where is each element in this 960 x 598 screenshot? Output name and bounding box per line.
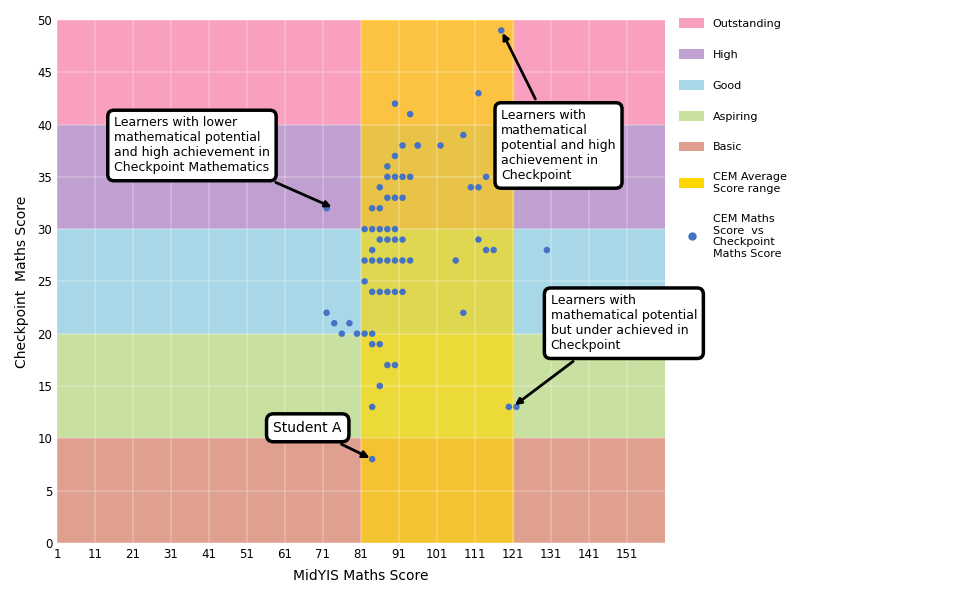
Point bbox=[470, 235, 486, 245]
Point bbox=[387, 99, 402, 108]
Point bbox=[448, 256, 464, 266]
Point bbox=[486, 245, 501, 255]
Point bbox=[349, 329, 365, 338]
Point bbox=[433, 141, 448, 150]
Point bbox=[395, 256, 410, 266]
Point bbox=[380, 224, 396, 234]
Y-axis label: Checkpoint  Maths Score: Checkpoint Maths Score bbox=[15, 196, 29, 368]
Bar bbox=[57, 229, 664, 334]
Point bbox=[387, 224, 402, 234]
Point bbox=[372, 339, 388, 349]
Point bbox=[478, 245, 493, 255]
Point bbox=[456, 308, 471, 318]
Point bbox=[402, 256, 418, 266]
Point bbox=[357, 277, 372, 286]
Point bbox=[456, 130, 471, 140]
Legend: Outstanding, High, Good, Aspiring, Basic, CEM Average
Score range, CEM Maths
Sco: Outstanding, High, Good, Aspiring, Basic… bbox=[676, 15, 790, 262]
Point bbox=[380, 256, 396, 266]
Point bbox=[365, 224, 380, 234]
Point bbox=[372, 235, 388, 245]
Point bbox=[501, 402, 516, 411]
X-axis label: MidYIS Maths Score: MidYIS Maths Score bbox=[293, 569, 428, 583]
Bar bbox=[57, 334, 664, 438]
Point bbox=[410, 141, 425, 150]
Bar bbox=[57, 438, 664, 543]
Point bbox=[365, 402, 380, 411]
Point bbox=[470, 89, 486, 98]
Point bbox=[365, 454, 380, 464]
Point bbox=[493, 26, 509, 35]
Point bbox=[357, 329, 372, 338]
Point bbox=[365, 339, 380, 349]
Point bbox=[372, 182, 388, 192]
Point bbox=[509, 402, 524, 411]
Point bbox=[342, 319, 357, 328]
Point bbox=[387, 172, 402, 182]
Point bbox=[372, 381, 388, 390]
Text: Student A: Student A bbox=[274, 421, 367, 457]
Text: Learners with
mathematical
potential and high
achievement in
Checkpoint: Learners with mathematical potential and… bbox=[501, 36, 615, 182]
Bar bbox=[57, 20, 664, 124]
Point bbox=[380, 193, 396, 203]
Point bbox=[395, 287, 410, 297]
Point bbox=[365, 203, 380, 213]
Bar bbox=[361, 20, 513, 543]
Point bbox=[395, 172, 410, 182]
Point bbox=[470, 182, 486, 192]
Point bbox=[372, 256, 388, 266]
Point bbox=[357, 256, 372, 266]
Point bbox=[365, 287, 380, 297]
Text: Learners with
mathematical potential
but under achieved in
Checkpoint: Learners with mathematical potential but… bbox=[517, 294, 697, 403]
Text: Learners with lower
mathematical potential
and high achievement in
Checkpoint Ma: Learners with lower mathematical potenti… bbox=[114, 117, 329, 206]
Point bbox=[319, 203, 334, 213]
Point bbox=[380, 287, 396, 297]
Point bbox=[387, 235, 402, 245]
Point bbox=[402, 109, 418, 119]
Point bbox=[326, 319, 342, 328]
Point bbox=[395, 235, 410, 245]
Point bbox=[380, 172, 396, 182]
Point bbox=[478, 172, 493, 182]
Point bbox=[464, 182, 479, 192]
Point bbox=[387, 256, 402, 266]
Point bbox=[380, 360, 396, 370]
Point bbox=[380, 161, 396, 171]
Point bbox=[334, 329, 349, 338]
Point bbox=[387, 151, 402, 161]
Point bbox=[395, 193, 410, 203]
Point bbox=[540, 245, 555, 255]
Point bbox=[380, 235, 396, 245]
Point bbox=[387, 287, 402, 297]
Point bbox=[372, 287, 388, 297]
Point bbox=[410, 141, 425, 150]
Point bbox=[319, 308, 334, 318]
Point bbox=[357, 224, 372, 234]
Point bbox=[365, 329, 380, 338]
Point bbox=[395, 141, 410, 150]
Point bbox=[372, 203, 388, 213]
Point bbox=[387, 360, 402, 370]
Point bbox=[372, 224, 388, 234]
Point bbox=[365, 256, 380, 266]
Point bbox=[402, 172, 418, 182]
Bar bbox=[57, 124, 664, 229]
Point bbox=[387, 193, 402, 203]
Point bbox=[365, 245, 380, 255]
